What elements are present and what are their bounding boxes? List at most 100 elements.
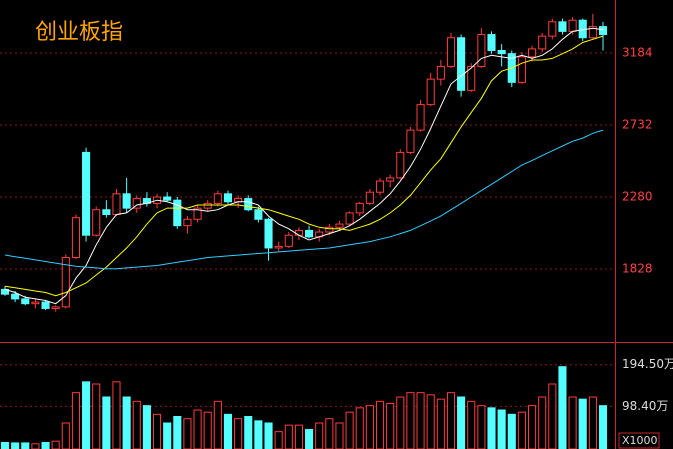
candle-body bbox=[345, 212, 354, 225]
candle-body bbox=[548, 21, 557, 37]
y-tick-label: 2280 bbox=[622, 189, 653, 203]
candle-body bbox=[588, 26, 597, 39]
volume-tick-label: 98.40万 bbox=[622, 399, 668, 413]
volume-bar bbox=[406, 392, 415, 449]
volume-bar bbox=[386, 403, 395, 449]
volume-bar bbox=[112, 381, 121, 449]
volume-bar bbox=[375, 400, 385, 449]
candle-body bbox=[426, 78, 435, 106]
volume-bar bbox=[365, 405, 374, 449]
volume-bar bbox=[11, 442, 20, 449]
candle-body bbox=[264, 218, 273, 249]
candle-body bbox=[467, 65, 476, 91]
volume-bar bbox=[497, 409, 506, 449]
volume-bar bbox=[446, 392, 456, 449]
volume-bar bbox=[173, 416, 182, 449]
candle-body bbox=[112, 193, 121, 216]
candle-body bbox=[517, 56, 526, 83]
volume-bar bbox=[203, 411, 212, 449]
volume-bar bbox=[41, 442, 50, 449]
candle-body bbox=[173, 199, 182, 227]
volume-bar bbox=[477, 405, 486, 449]
volume-bar bbox=[538, 396, 547, 449]
candle-body bbox=[325, 226, 334, 233]
volume-bar bbox=[396, 396, 405, 449]
volume-bar bbox=[355, 407, 364, 449]
candle-body bbox=[446, 37, 456, 67]
candle-body bbox=[21, 298, 30, 305]
volume-bar bbox=[335, 422, 344, 449]
volume-bar bbox=[31, 443, 40, 449]
volume-bar bbox=[264, 422, 273, 449]
volume-bar bbox=[325, 418, 334, 449]
candle-body bbox=[31, 301, 40, 305]
candle-body bbox=[82, 151, 91, 236]
volume-bar bbox=[254, 420, 263, 449]
candle-body bbox=[11, 293, 20, 300]
candle-body bbox=[213, 193, 222, 204]
candle-body bbox=[457, 37, 466, 91]
volume-bar bbox=[92, 383, 101, 449]
volume-bar bbox=[457, 396, 466, 449]
volume-bar bbox=[122, 396, 131, 449]
candle-body bbox=[558, 21, 567, 32]
candle-body bbox=[375, 180, 385, 193]
volume-bar bbox=[467, 400, 476, 449]
candle-body bbox=[294, 229, 303, 236]
volume-bar bbox=[274, 431, 283, 449]
candle-body bbox=[122, 193, 131, 209]
candle-body bbox=[92, 209, 101, 236]
volume-bar bbox=[152, 413, 162, 449]
volume-bar bbox=[223, 413, 233, 449]
candle-body bbox=[487, 34, 496, 51]
candle-body bbox=[41, 301, 50, 309]
volume-bar bbox=[51, 440, 60, 449]
volume-bar bbox=[598, 405, 608, 449]
volume-bar bbox=[142, 405, 151, 449]
volume-bar bbox=[21, 442, 30, 449]
volume-bar bbox=[284, 424, 293, 449]
candle-body bbox=[305, 229, 314, 238]
volume-bar bbox=[305, 429, 314, 449]
y-tick-label: 3184 bbox=[622, 46, 653, 60]
volume-bar bbox=[71, 392, 80, 449]
candle-body bbox=[416, 104, 425, 131]
volume-bar bbox=[315, 422, 324, 449]
candle-body bbox=[335, 223, 344, 228]
volume-bar bbox=[548, 383, 557, 449]
volume-bar bbox=[132, 400, 141, 449]
moving-average bbox=[4, 27, 604, 305]
candle-body bbox=[274, 245, 283, 249]
volume-bar bbox=[183, 418, 192, 449]
candle-body bbox=[365, 191, 374, 204]
candle-body bbox=[244, 198, 253, 211]
volume-bar bbox=[578, 398, 587, 449]
candle-body bbox=[284, 234, 293, 247]
volume-bar bbox=[426, 394, 435, 449]
candle-body bbox=[234, 198, 243, 203]
candle-body bbox=[568, 19, 577, 32]
volume-bar bbox=[82, 381, 91, 449]
candle-body bbox=[396, 151, 405, 179]
volume-bar bbox=[487, 407, 496, 449]
volume-bar bbox=[568, 396, 577, 449]
volume-bar bbox=[558, 366, 567, 449]
candle-body bbox=[51, 306, 60, 309]
chart-title: 创业板指 bbox=[35, 20, 123, 45]
volume-bar bbox=[163, 422, 172, 449]
volume-unit: X1000 bbox=[622, 434, 658, 447]
moving-average bbox=[4, 129, 604, 270]
volume-bar bbox=[102, 396, 111, 449]
volume-bar bbox=[61, 422, 70, 449]
volume-bar bbox=[517, 411, 526, 449]
volume-bar bbox=[213, 400, 222, 449]
candle-body bbox=[102, 209, 111, 216]
candle-body bbox=[598, 26, 608, 36]
volume-bar bbox=[588, 396, 597, 449]
y-tick-label: 1828 bbox=[622, 261, 653, 275]
candle-body bbox=[355, 202, 364, 214]
candle-body bbox=[528, 48, 537, 58]
candle-body bbox=[386, 177, 395, 182]
candle-body bbox=[71, 217, 80, 259]
candle-body bbox=[163, 196, 172, 201]
